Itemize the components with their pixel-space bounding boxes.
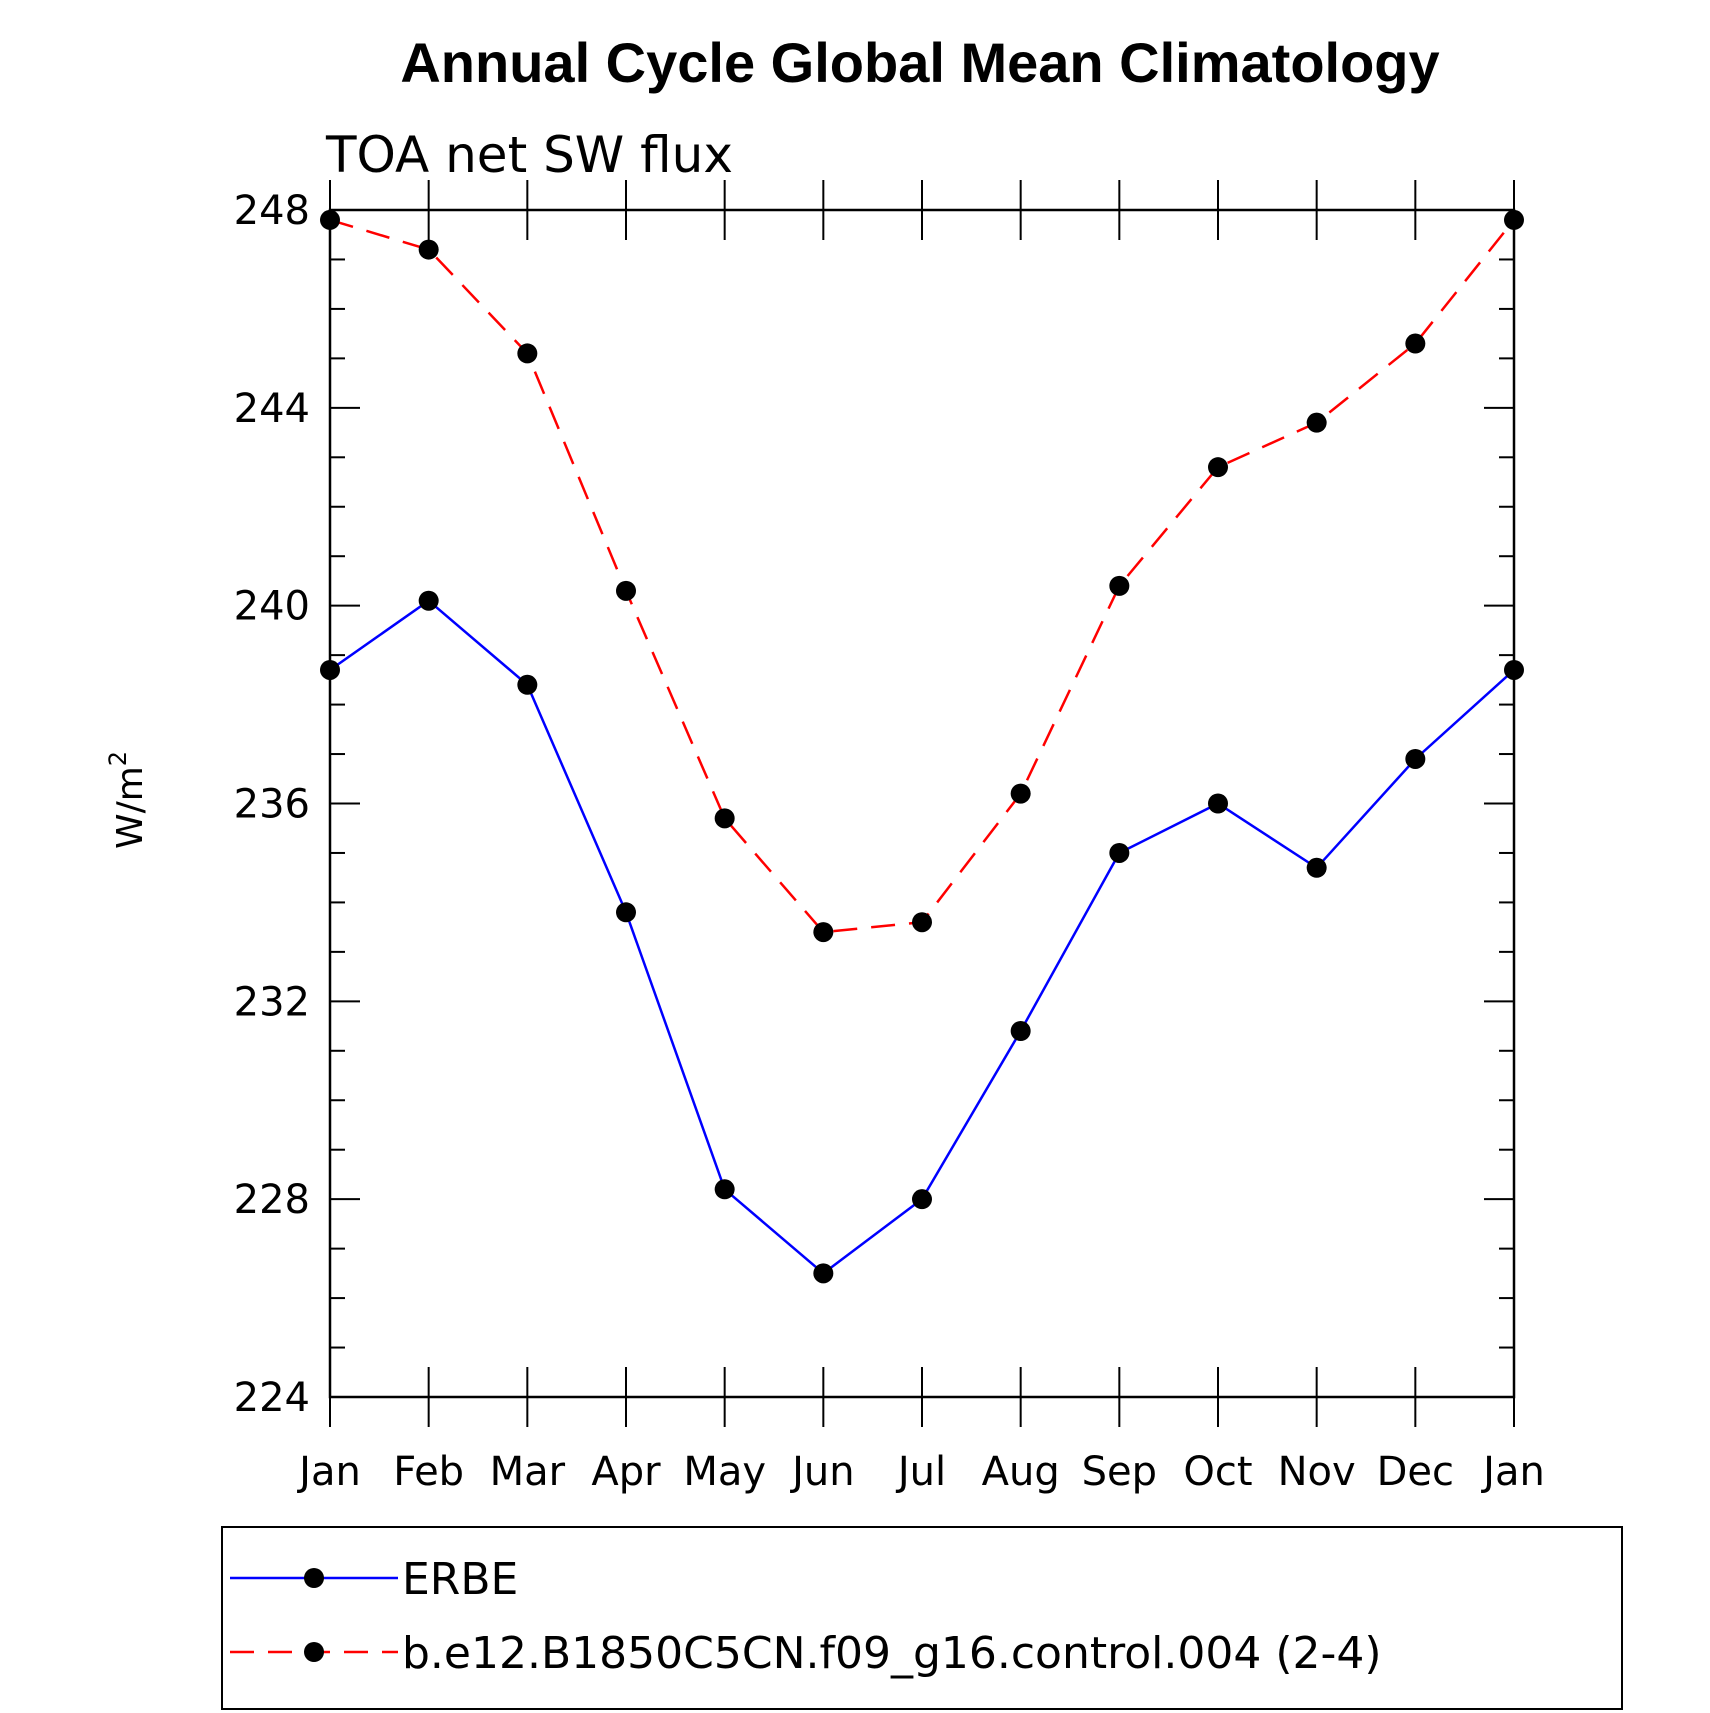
x-tick-label: Sep: [1082, 1449, 1157, 1495]
data-point: [1504, 209, 1524, 230]
data-point: [1010, 1021, 1031, 1042]
legend-label-erbe: ERBE: [402, 1554, 518, 1605]
data-point: [1109, 842, 1130, 863]
y-tick-label: 244: [234, 386, 310, 432]
data-point: [418, 590, 439, 611]
data-point: [813, 1263, 834, 1284]
y-tick-label: 236: [234, 782, 310, 828]
legend-marker-model: [304, 1642, 324, 1662]
series-1: [320, 209, 1524, 943]
x-tick-label: Aug: [982, 1449, 1060, 1495]
legend-box: [221, 1526, 1623, 1710]
plot-axes: 224 228 232 236 240 244 248 Jan Feb Mar Apr May Jun J…: [234, 180, 1545, 1495]
data-point: [1208, 793, 1228, 814]
chart-subtitle: TOA net SW flux: [325, 126, 733, 184]
data-point: [517, 343, 538, 364]
data-point: [517, 674, 538, 695]
data-point: [1306, 412, 1327, 433]
y-axis-label: W/m2: [104, 751, 151, 849]
plot-frame: [328, 208, 1516, 1399]
x-tick-label: Mar: [490, 1449, 566, 1495]
data-point: [912, 912, 932, 933]
x-tick-label: Jul: [895, 1449, 946, 1495]
legend-entry-model: b.e12.B1850C5CN.f09_g16.control.004 (2-4…: [230, 1628, 1382, 1679]
x-tick-label: Feb: [393, 1449, 464, 1495]
legend-marker-erbe: [304, 1568, 324, 1588]
x-tick-label: Apr: [591, 1449, 661, 1495]
y-tick-label: 248: [234, 188, 310, 234]
data-point: [1405, 748, 1426, 769]
data-point: [1405, 333, 1426, 354]
data-point: [912, 1189, 932, 1210]
y-axis-label-text: W/m: [110, 766, 151, 849]
legend: ERBE b.e12.B1850C5CN.f09_g16.control.004…: [221, 1526, 1623, 1710]
y-tick-label: 232: [234, 979, 310, 1025]
legend-label-model: b.e12.B1850C5CN.f09_g16.control.004 (2-4…: [402, 1628, 1382, 1679]
legend-entry-erbe: ERBE: [230, 1554, 518, 1605]
x-tick-label: May: [683, 1449, 766, 1495]
data-point: [1208, 457, 1228, 478]
data-point: [320, 209, 340, 230]
chart-title: Annual Cycle Global Mean Climatology: [400, 31, 1439, 94]
y-tick-label: 224: [234, 1375, 310, 1421]
data-point: [1109, 575, 1130, 596]
series-layer: [320, 209, 1524, 1284]
data-point: [714, 808, 735, 829]
data-point: [320, 659, 340, 680]
x-tick-label: Nov: [1278, 1449, 1356, 1495]
data-point: [616, 902, 636, 923]
data-point: [418, 239, 439, 260]
x-tick-label: Jun: [789, 1449, 855, 1495]
data-point: [1010, 783, 1031, 804]
x-tick-label: Jan: [1480, 1449, 1545, 1495]
svg-text:W/m2: W/m2: [104, 751, 151, 849]
x-tick-label: Oct: [1183, 1449, 1252, 1495]
data-point: [616, 580, 636, 601]
series-line: [329, 218, 1515, 934]
x-tick-label: Jan: [296, 1449, 361, 1495]
data-point: [1306, 857, 1327, 878]
data-point: [714, 1179, 735, 1200]
series-line: [329, 599, 1515, 1275]
y-tick-label: 240: [234, 584, 310, 630]
series-0: [320, 590, 1524, 1284]
x-tick-label: Dec: [1377, 1449, 1454, 1495]
data-point: [1504, 659, 1524, 680]
y-axis-label-superscript: 2: [104, 751, 132, 766]
y-tick-label: 228: [234, 1177, 310, 1223]
data-point: [813, 922, 834, 943]
